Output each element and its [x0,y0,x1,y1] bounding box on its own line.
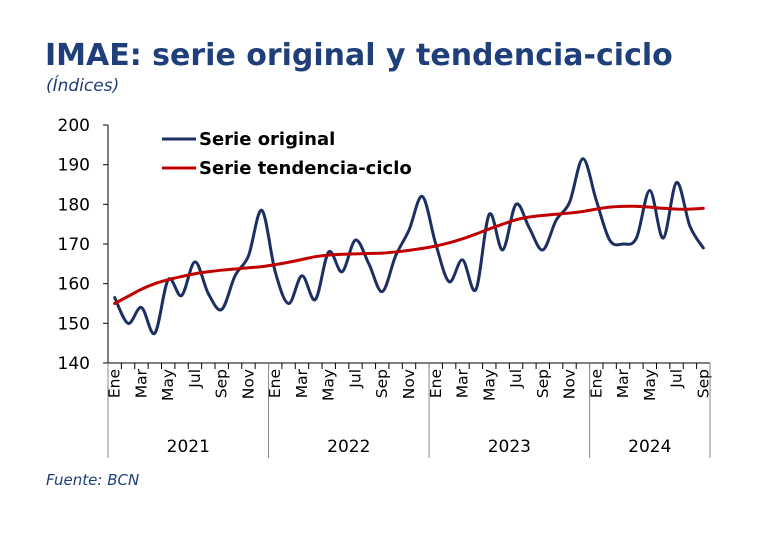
x-month-label: Ene [266,369,284,398]
x-month-label: Ene [427,369,445,398]
x-month-label: Jul [507,369,525,389]
y-tick-label: 180 [58,195,90,215]
year-label: 2023 [488,437,531,457]
legend: Serie original Serie tendencia-ciclo [162,129,412,179]
x-month-label: Nov [561,369,579,399]
x-month-label: Jul [186,369,204,389]
x-month-label: Mar [614,368,632,398]
y-tick-label: 150 [58,314,90,334]
year-label: 2024 [628,437,671,457]
x-month-label: Mar [454,368,472,398]
x-month-label: May [159,369,177,401]
x-month-label: May [320,369,338,401]
legend-label-serie-original: Serie original [199,129,335,150]
x-month-label: May [641,369,659,401]
x-month-label: Jul [668,369,686,389]
x-axis-labels: Ene Mar May Jul Sep Nov Ene Mar May Jul Sep Nov Ene M… [106,363,712,458]
y-tick-label: 140 [58,354,90,374]
series-line-serie-tendencia-ciclo [113,204,705,305]
source-note: Fuente: BCN [46,471,140,489]
x-month-label: Sep [213,369,231,398]
x-month-label: May [480,369,498,401]
year-label: 2022 [327,437,370,457]
x-month-label: Jul [346,369,364,389]
x-month-label: Nov [400,369,418,399]
x-month-label: Ene [106,369,124,398]
y-tick-label: 160 [58,275,90,295]
legend-label-serie-tendencia-ciclo: Serie tendencia-ciclo [199,158,412,179]
y-tick-label: 190 [58,156,90,176]
y-tick-label: 170 [58,235,90,255]
x-month-label: Mar [132,368,150,398]
x-month-label: Sep [694,369,712,398]
y-axis-ticks: 140 150 160 170 180 190 200 [58,116,108,374]
x-month-label: Sep [373,369,391,398]
x-month-label: Mar [293,368,311,398]
chart-title: IMAE: serie original y tendencia-ciclo [45,38,673,73]
x-month-label: Sep [534,369,552,398]
chart-subtitle: (Índices) [46,76,120,96]
series-lines [113,157,705,336]
y-tick-label: 200 [58,116,90,136]
x-month-label: Nov [239,369,257,399]
x-month-label: Ene [587,369,605,398]
series-line-serie-original [113,157,705,336]
year-label: 2021 [167,437,210,457]
